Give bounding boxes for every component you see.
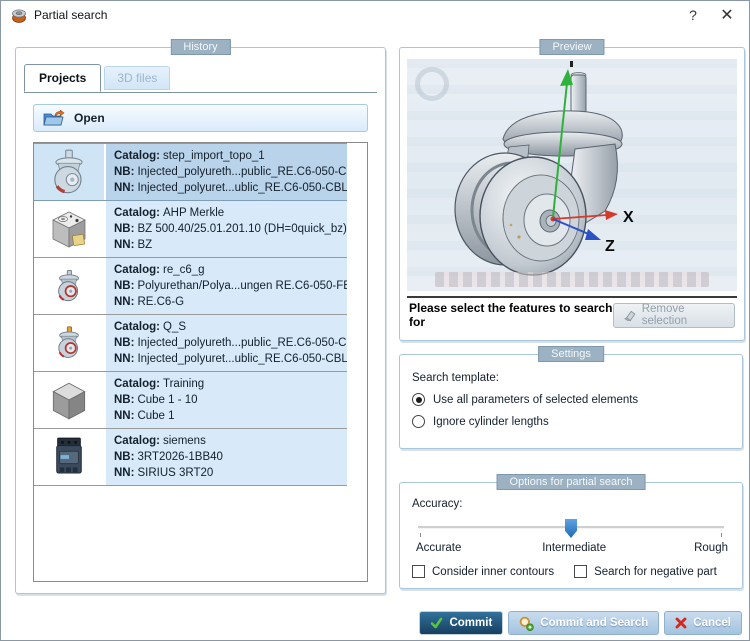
commit-and-search-label: Commit and Search: [540, 617, 649, 629]
nn-value: BZ: [137, 239, 153, 251]
slider-labels: Accurate Intermediate Rough: [412, 542, 730, 557]
z-axis-label: Z: [605, 238, 615, 255]
title-bar: Partial search ? ✕: [1, 1, 749, 29]
app-icon: [12, 9, 26, 23]
y-axis-arrow: [552, 82, 568, 218]
preview-group-label: Preview: [539, 39, 605, 55]
open-button-label: Open: [74, 111, 105, 125]
radio-ignore-cylinder-lengths[interactable]: Ignore cylinder lengths: [412, 415, 730, 428]
footer-buttons: Commit Commit and Search Cancel: [419, 611, 742, 635]
nn-value: Cube 1: [137, 410, 175, 422]
projects-tab-panel: Open: [24, 92, 377, 585]
slider-thumb[interactable]: [565, 519, 577, 538]
remove-selection-label: Remove selection: [641, 303, 688, 327]
catalog-value: AHP Merkle: [163, 207, 225, 219]
commit-button[interactable]: Commit: [419, 611, 504, 635]
list-item-ahp-merkle[interactable]: Catalog: AHP Merkle NB: BZ 500.40/25.01.20…: [34, 201, 347, 258]
accuracy-slider[interactable]: [412, 514, 730, 542]
window-title: Partial search: [34, 8, 108, 22]
preview-mini-toolbar[interactable]: [435, 272, 709, 287]
open-button[interactable]: Open: [33, 104, 368, 132]
consider-inner-contours-option[interactable]: Consider inner contours: [412, 565, 554, 578]
preview-hint-row: Please select the features to search for…: [407, 296, 737, 332]
list-item-step-import[interactable]: Catalog: step_import_topo_1 NB: Injected_p…: [34, 143, 347, 201]
catalog-value: Q_S: [163, 321, 187, 333]
tab-projects[interactable]: Projects: [24, 64, 102, 92]
nb-value: Injected_polyureth...public_RE.C6-050-CB…: [137, 337, 347, 349]
radio-use-all-parameters[interactable]: Use all parameters of selected elements: [412, 393, 730, 406]
help-button[interactable]: ?: [689, 7, 697, 23]
open-folder-icon: [43, 109, 65, 125]
watermark-ring: [415, 67, 449, 101]
nb-value: 3RT2026-1BB40: [137, 451, 223, 463]
nb-value: Cube 1 - 10: [137, 394, 198, 406]
nb-value: BZ 500.40/25.01.201.10 (DH=0quick_bz): [137, 223, 347, 235]
consider-inner-contours-checkbox[interactable]: [412, 565, 425, 578]
x-axis-label: X: [623, 209, 634, 226]
contactor-icon: [56, 437, 82, 474]
options-group-label: Options for partial search: [496, 474, 646, 490]
close-button[interactable]: ✕: [720, 7, 734, 24]
check-icon: [431, 617, 443, 629]
search-negative-part-option[interactable]: Search for negative part: [574, 565, 717, 578]
history-group-label: History: [170, 39, 231, 55]
list-item-training[interactable]: Catalog: Training NB: Cube 1 - 10 NN: Cube …: [34, 372, 347, 429]
history-tabs: Projects 3D files: [24, 64, 377, 92]
catalog-value: Training: [163, 378, 205, 390]
history-group: History Projects 3D files Open: [15, 39, 386, 594]
catalog-value: step_import_topo_1: [163, 150, 265, 162]
slider-label-accurate: Accurate: [416, 542, 462, 554]
z-axis-arrow: [552, 218, 592, 236]
settings-group: Settings Search template: Use all parame…: [399, 346, 743, 449]
search-plus-icon: [519, 616, 535, 631]
search-negative-part-checkbox[interactable]: [574, 565, 588, 578]
checkbox-label: Consider inner contours: [432, 565, 555, 578]
caster-wheel-3d-render: X Z: [454, 61, 634, 276]
partial-search-options-group: Options for partial search Accuracy: Acc…: [399, 474, 743, 589]
slider-label-rough: Rough: [694, 542, 728, 554]
slider-label-intermediate: Intermediate: [542, 542, 607, 554]
radio-button[interactable]: [412, 415, 425, 428]
catalog-value: re_c6_g: [163, 264, 205, 276]
tab-3d-files[interactable]: 3D files: [104, 66, 171, 90]
preview-3d-viewport[interactable]: X Z: [407, 59, 737, 291]
accuracy-label: Accuracy:: [412, 498, 463, 510]
list-item-re-c6-g[interactable]: Catalog: re_c6_g NB: Polyurethan/Polya...u…: [34, 258, 347, 315]
search-template-label: Search template:: [412, 372, 499, 384]
options-checkboxes: Consider inner contours Search for negat…: [412, 565, 730, 578]
nn-value: Injected_polyuret...ublic_RE.C6-050-CBL-…: [137, 182, 347, 194]
commit-and-search-button[interactable]: Commit and Search: [508, 611, 660, 635]
commit-label: Commit: [449, 617, 493, 629]
settings-group-label: Settings: [538, 346, 604, 362]
eraser-icon: [624, 310, 636, 321]
list-item-q-s[interactable]: Catalog: Q_S NB: Injected_polyureth...publ…: [34, 315, 347, 372]
cancel-button[interactable]: Cancel: [664, 611, 742, 635]
radio-label: Use all parameters of selected elements: [433, 393, 639, 406]
nn-value: Injected_polyuret...ublic_RE.C6-050-CBL-…: [137, 353, 347, 365]
checkbox-label: Search for negative part: [594, 565, 717, 578]
radio-button-selected[interactable]: [412, 393, 425, 406]
caster-wheel-blue-icon: [54, 149, 83, 194]
gray-cube-icon: [52, 382, 86, 420]
caster-wheel-orange-icon: [58, 326, 79, 358]
catalog-value: siemens: [163, 435, 206, 447]
list-item-siemens[interactable]: Catalog: siemens NB: 3RT2026-1BB40 NN: SIRI…: [34, 429, 347, 486]
selection-hint: Please select the features to search for: [409, 301, 613, 329]
nn-value: SIRIUS 3RT20: [137, 467, 214, 479]
radio-label: Ignore cylinder lengths: [433, 415, 549, 428]
nn-value: RE.C6-G: [137, 296, 185, 308]
x-axis-arrow: [552, 214, 608, 220]
cancel-label: Cancel: [693, 617, 731, 629]
nb-value: Injected_polyureth...public_RE.C6-050-CB…: [137, 166, 347, 178]
red-x-icon: [675, 617, 687, 629]
remove-selection-button[interactable]: Remove selection: [612, 302, 735, 328]
history-list: Catalog: step_import_topo_1 NB: Injected_p…: [33, 142, 368, 582]
nb-value: Polyurethan/Polya...ungen RE.C6-050-FBL-…: [137, 280, 347, 292]
caster-wheel-red-icon: [58, 270, 79, 302]
preview-group: Preview: [399, 39, 745, 341]
clamp-block-icon: [52, 211, 86, 248]
